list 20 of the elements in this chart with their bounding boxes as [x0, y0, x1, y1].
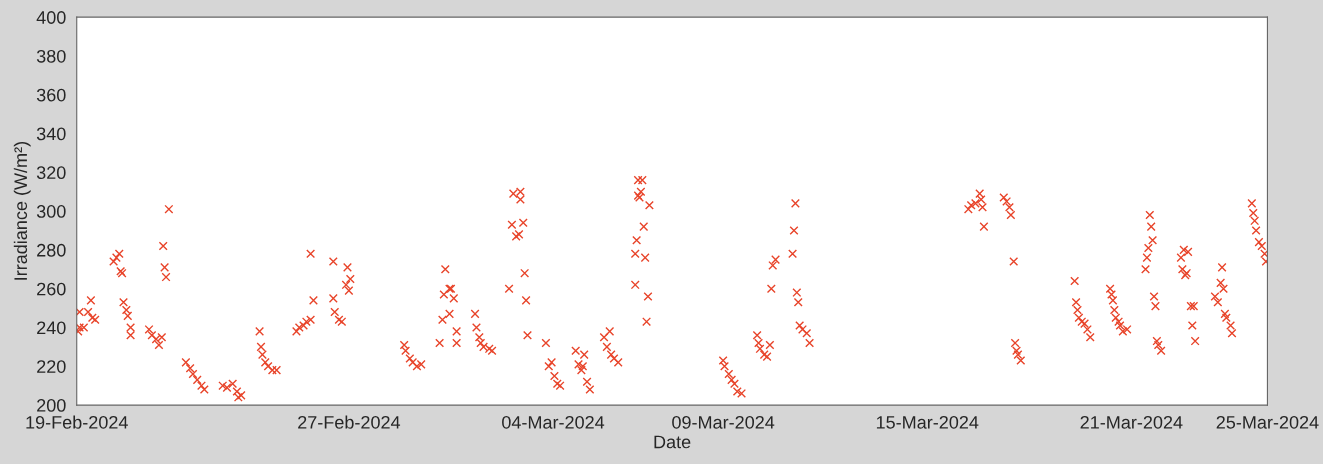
- x-tick-label: 19-Feb-2024: [26, 415, 128, 429]
- y-tick-label: 300: [36, 205, 66, 218]
- x-axis-title: Date: [654, 435, 691, 449]
- y-tick-label: 260: [37, 282, 66, 296]
- y-tick-label: 320: [36, 166, 66, 180]
- y-tick-label: 400: [36, 11, 66, 24]
- y-tick-label: 360: [36, 88, 66, 102]
- x-tick-label: 21-Mar-2024: [1080, 415, 1183, 429]
- x-tick-label: 04-Mar-2024: [502, 415, 605, 429]
- x-tick-label: 09-Mar-2024: [672, 415, 775, 429]
- x-tick-label: 15-Mar-2024: [876, 415, 979, 429]
- y-tick-label: 240: [37, 321, 66, 335]
- y-tick-label: 380: [36, 49, 66, 63]
- y-axis-title: Irradiance (W/m²): [13, 142, 31, 280]
- y-tick-label: 280: [37, 243, 66, 257]
- y-tick-label: 220: [37, 360, 66, 373]
- y-tick-label: 200: [37, 399, 66, 412]
- x-tick-label: 27-Feb-2024: [298, 415, 401, 429]
- y-tick-label: 340: [36, 127, 66, 141]
- x-tick-label: 25-Mar-2024: [1216, 415, 1319, 429]
